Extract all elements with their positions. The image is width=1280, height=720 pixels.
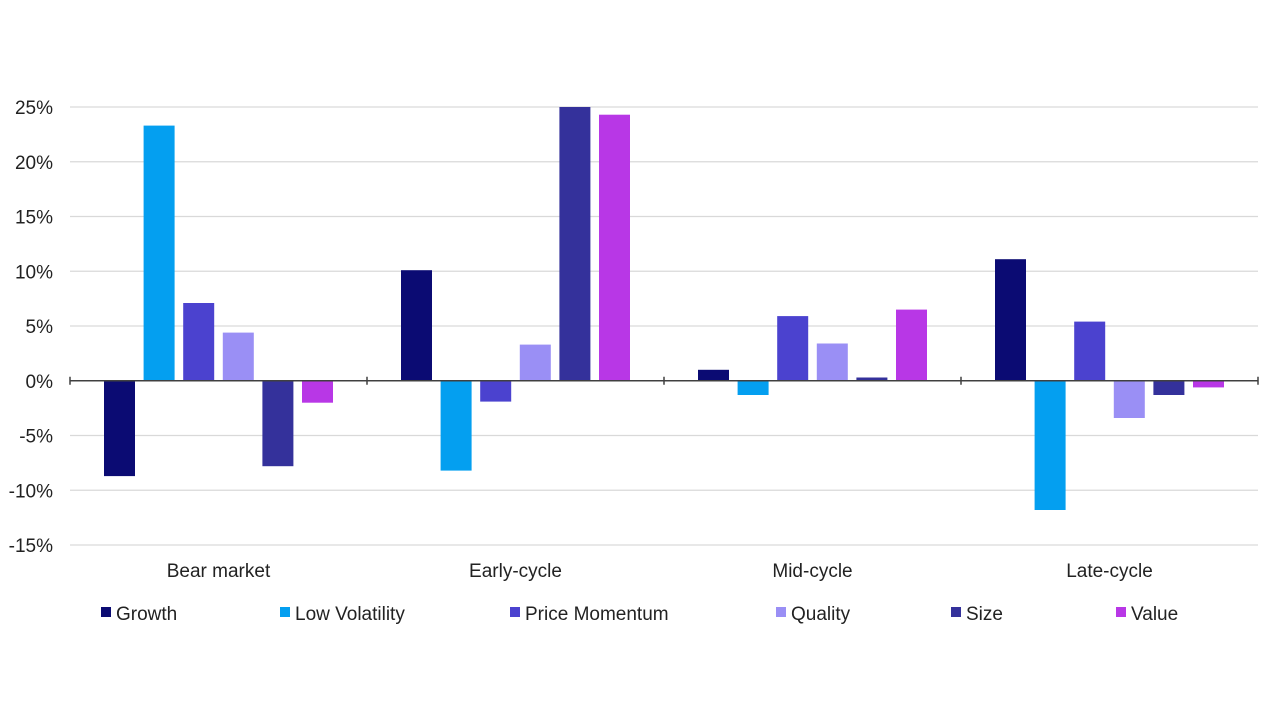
bar-low-volatility (143, 125, 175, 381)
legend-swatch (951, 607, 961, 617)
bar-low-volatility (1034, 380, 1066, 510)
y-tick-label: 5% (26, 317, 54, 338)
bar-low-volatility (737, 380, 769, 395)
legend-label: Value (1131, 604, 1178, 625)
bar-value (896, 309, 927, 381)
legend-swatch (1116, 607, 1126, 617)
y-tick-label: 15% (15, 208, 53, 229)
bar-growth (401, 270, 432, 381)
bar-value (1193, 380, 1224, 388)
bar-quality (519, 344, 551, 381)
legend-label: Size (966, 604, 1003, 625)
y-tick-label: -5% (19, 427, 53, 448)
x-category-label: Late-cycle (1066, 561, 1153, 582)
legend-label: Price Momentum (525, 604, 669, 625)
bar-growth (995, 259, 1026, 381)
legend-label: Growth (116, 604, 177, 625)
legend-swatch (510, 607, 520, 617)
legend-swatch (776, 607, 786, 617)
y-tick-label: -10% (9, 481, 53, 502)
bar-price-momentum (1074, 321, 1106, 381)
bar-price-momentum (183, 303, 215, 381)
y-tick-label: 20% (15, 153, 53, 174)
legend-swatch (101, 607, 111, 617)
bar-growth (104, 380, 135, 477)
x-category-label: Early-cycle (469, 561, 562, 582)
legend-swatch (280, 607, 290, 617)
x-category-label: Bear market (167, 561, 271, 582)
bar-quality (222, 332, 254, 381)
legend-label: Low Volatility (295, 604, 405, 625)
bar-size (856, 377, 888, 381)
bar-value (302, 380, 333, 403)
bar-value (599, 114, 630, 381)
y-tick-label: 0% (26, 372, 54, 393)
bar-quality (816, 343, 848, 381)
bar-growth (698, 369, 729, 381)
y-tick-label: 25% (15, 98, 53, 119)
bar-price-momentum (480, 380, 512, 402)
bar-low-volatility (440, 380, 472, 471)
bar-size (262, 380, 294, 467)
legend-label: Quality (791, 604, 851, 625)
bar-price-momentum (777, 316, 809, 381)
y-tick-label: 10% (15, 262, 53, 283)
bar-size (559, 107, 591, 381)
bar-size (1153, 380, 1185, 395)
y-tick-label: -15% (9, 536, 53, 557)
bar-quality (1113, 380, 1145, 418)
x-category-label: Mid-cycle (772, 561, 852, 582)
